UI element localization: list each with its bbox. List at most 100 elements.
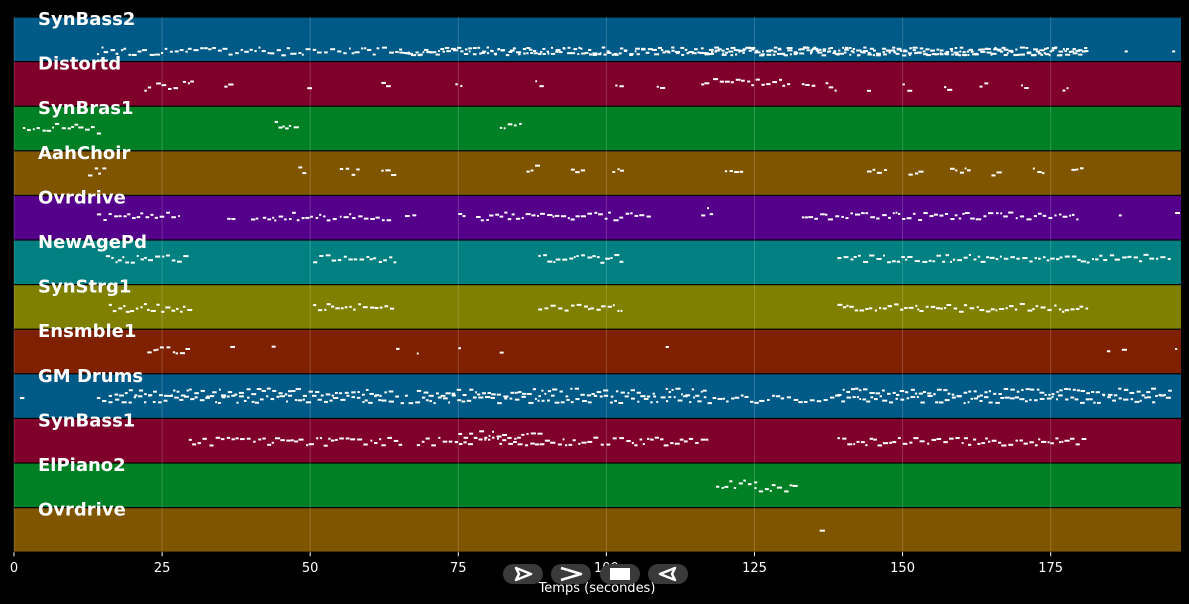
note (368, 401, 373, 404)
note (922, 260, 928, 263)
x-tick-label: 175 (1038, 561, 1063, 576)
note (651, 48, 658, 51)
note (1029, 260, 1033, 263)
note (484, 436, 488, 439)
note (381, 46, 388, 49)
note (361, 47, 364, 50)
note (729, 170, 733, 173)
note (955, 436, 960, 439)
note (875, 392, 881, 395)
note (140, 306, 143, 309)
note (896, 393, 900, 396)
note (852, 396, 856, 399)
note (1039, 397, 1045, 400)
note (71, 125, 75, 128)
note (950, 260, 952, 263)
note (856, 49, 862, 52)
note (636, 391, 641, 394)
note (226, 395, 230, 398)
note (724, 485, 729, 488)
note (429, 400, 433, 403)
note (424, 48, 429, 51)
note (614, 253, 620, 256)
note (988, 401, 993, 404)
note (1081, 50, 1086, 53)
stop-button[interactable] (600, 564, 640, 584)
note (925, 305, 929, 308)
note (576, 303, 582, 306)
note (701, 52, 707, 55)
note (272, 389, 277, 392)
note (497, 402, 502, 405)
play-button[interactable] (503, 564, 543, 584)
note (171, 216, 176, 219)
note (486, 218, 489, 221)
note (995, 212, 999, 215)
note (205, 396, 210, 399)
note (1016, 257, 1020, 260)
track-label: Ensmble1 (38, 321, 136, 342)
note (877, 444, 882, 447)
forward-button[interactable] (551, 564, 591, 584)
note (555, 50, 559, 53)
track-label: SynStrg1 (38, 277, 131, 298)
note (567, 217, 570, 220)
note (152, 400, 156, 403)
note (747, 47, 753, 50)
note (855, 387, 859, 390)
note (612, 171, 616, 174)
note (381, 444, 386, 447)
note (194, 396, 198, 399)
note (508, 442, 514, 445)
note (1059, 389, 1063, 392)
note (1046, 47, 1049, 50)
note (22, 127, 26, 130)
note (103, 219, 107, 222)
note (555, 49, 561, 52)
note (1042, 214, 1047, 217)
note (730, 54, 734, 57)
note (1003, 215, 1008, 218)
note (346, 394, 350, 397)
note (302, 394, 307, 397)
note (1063, 388, 1069, 391)
note (147, 308, 150, 311)
note (357, 391, 360, 394)
reverse-play-button[interactable] (648, 564, 688, 584)
note (1019, 46, 1025, 49)
note (438, 49, 440, 52)
note (599, 395, 603, 398)
note (1055, 437, 1059, 440)
note (469, 388, 474, 391)
note (575, 398, 580, 401)
note (503, 127, 506, 130)
note (615, 390, 619, 393)
note (538, 308, 543, 311)
note (899, 389, 905, 392)
note (1064, 439, 1070, 442)
note (726, 48, 729, 51)
note (510, 391, 515, 394)
note (848, 46, 852, 49)
note (461, 400, 466, 403)
track-lane (14, 508, 1181, 552)
note (944, 53, 950, 56)
note (486, 46, 490, 49)
note (673, 396, 676, 399)
note (319, 213, 322, 216)
note (862, 398, 867, 401)
note (968, 253, 971, 256)
note (600, 443, 604, 446)
play-reverse-outline-icon (658, 566, 677, 582)
note (1047, 441, 1050, 444)
note (90, 126, 95, 129)
note (1048, 54, 1051, 57)
note (1075, 307, 1080, 310)
note (788, 47, 793, 50)
note (171, 259, 176, 262)
note (630, 397, 635, 400)
note (888, 51, 891, 54)
track-label: Distortd (38, 54, 121, 75)
note (463, 53, 469, 56)
note (1025, 388, 1031, 391)
